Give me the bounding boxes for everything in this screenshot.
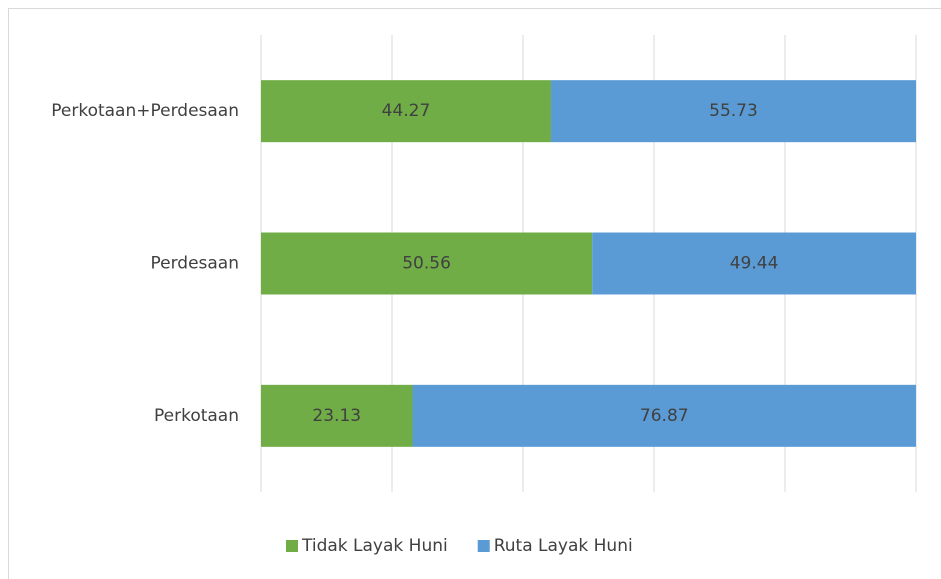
- bar-segment: [261, 232, 593, 295]
- bar-segment: [412, 384, 916, 447]
- bar-segment: [592, 232, 916, 295]
- data-label: 23.13: [312, 406, 361, 426]
- y-tick-label: Perdesaan: [150, 254, 239, 274]
- y-tick-label: Perkotaan: [154, 406, 239, 426]
- bar-segment: [550, 80, 916, 143]
- legend-swatch: [477, 540, 490, 552]
- y-tick-label: Perkotaan+Perdesaan: [51, 101, 239, 121]
- legend-label: Tidak Layak Huni: [301, 536, 448, 556]
- data-label: 49.44: [730, 254, 779, 274]
- bar-segment: [261, 384, 413, 447]
- data-label: 76.87: [640, 406, 689, 426]
- data-label: 50.56: [402, 254, 451, 274]
- legend-swatch: [286, 540, 298, 552]
- legend-label: Ruta Layak Huni: [494, 536, 633, 556]
- data-label: 55.73: [709, 101, 758, 121]
- bar-segment: [261, 80, 551, 143]
- data-label: 44.27: [382, 101, 431, 121]
